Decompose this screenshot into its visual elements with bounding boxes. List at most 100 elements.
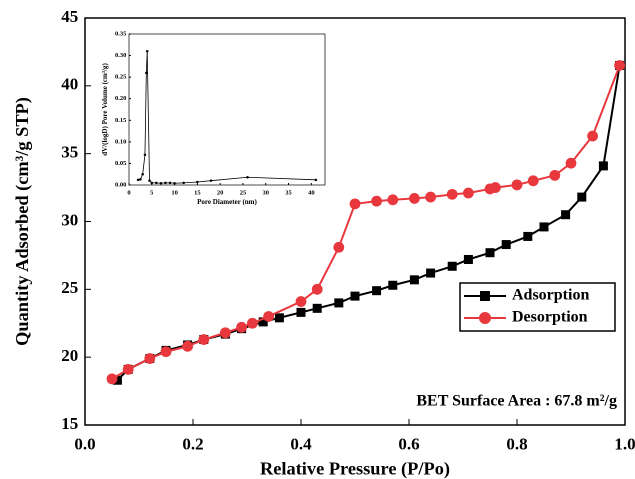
- legend-marker: [480, 291, 490, 301]
- marker: [296, 307, 306, 317]
- marker: [182, 340, 194, 352]
- y-tick-label: 15: [61, 414, 78, 433]
- marker: [446, 188, 458, 200]
- marker: [145, 50, 149, 53]
- x-tick-label: 0.0: [74, 434, 95, 453]
- x-tick-label: 40: [308, 189, 315, 196]
- x-tick-label: 0.8: [506, 434, 527, 453]
- marker: [236, 321, 248, 333]
- marker: [247, 317, 258, 329]
- marker: [372, 286, 382, 296]
- marker: [511, 179, 523, 191]
- marker: [565, 157, 577, 169]
- y-tick-label: 20: [61, 346, 78, 365]
- x-tick-label: 35: [285, 189, 292, 196]
- marker: [198, 334, 210, 345]
- marker: [527, 175, 539, 187]
- marker: [143, 153, 147, 157]
- marker: [388, 280, 398, 290]
- marker: [539, 222, 549, 232]
- y-tick-label: 30: [61, 210, 78, 229]
- marker: [334, 298, 344, 308]
- y-tick-label: 25: [61, 278, 78, 297]
- y-tick-label: 0.35: [115, 30, 127, 37]
- marker: [122, 363, 134, 375]
- marker: [314, 178, 318, 182]
- marker: [350, 291, 360, 301]
- y-tick-label: 0.20: [115, 95, 126, 102]
- marker: [463, 254, 473, 264]
- marker: [145, 71, 148, 75]
- marker: [164, 181, 167, 185]
- x-tick-label: 20: [217, 189, 224, 196]
- y-tick-label: 45: [61, 7, 78, 26]
- x-tick-label: 15: [194, 189, 201, 196]
- marker: [136, 178, 140, 182]
- y-tick-label: 0.10: [115, 138, 126, 145]
- marker: [312, 303, 322, 313]
- annotation: BET Surface Area : 67.8 m²/g: [416, 393, 617, 410]
- marker: [490, 182, 501, 193]
- series-line: [138, 51, 316, 184]
- x-tick-label: 1.0: [614, 434, 635, 453]
- y-axis-label: dV/(logD) Pore Volume (cm³/g): [101, 63, 109, 156]
- marker: [349, 198, 361, 210]
- marker: [501, 240, 511, 250]
- marker: [112, 375, 122, 385]
- y-tick-label: 0.30: [115, 52, 126, 59]
- marker: [160, 346, 172, 358]
- marker: [561, 210, 571, 220]
- marker: [387, 194, 399, 206]
- marker: [447, 261, 457, 271]
- x-tick-label: 10: [171, 189, 178, 196]
- y-tick-label: 0.15: [115, 117, 127, 124]
- marker: [144, 353, 156, 364]
- legend-marker: [479, 312, 491, 324]
- marker: [258, 317, 268, 327]
- x-tick-label: 5: [150, 189, 154, 196]
- y-tick-label: 0.00: [115, 181, 126, 188]
- x-tick-label: 0.6: [398, 434, 419, 453]
- legend-label: Adsorption: [512, 287, 589, 304]
- marker: [150, 181, 154, 185]
- marker: [577, 192, 587, 202]
- marker: [141, 172, 144, 176]
- x-tick-label: 0: [127, 189, 130, 196]
- marker: [220, 327, 231, 339]
- marker: [263, 311, 274, 322]
- marker: [409, 275, 419, 285]
- marker: [196, 180, 199, 184]
- marker: [614, 60, 625, 71]
- marker: [409, 193, 420, 204]
- marker: [485, 248, 495, 258]
- x-axis-label: Relative Pressure (P/Po): [260, 458, 450, 479]
- marker: [333, 241, 345, 253]
- marker: [463, 187, 474, 199]
- marker: [549, 169, 561, 181]
- marker: [425, 191, 436, 203]
- marker: [106, 373, 118, 385]
- x-tick-label: 0.4: [290, 434, 312, 453]
- y-tick-label: 0.25: [115, 74, 127, 81]
- marker: [587, 130, 598, 142]
- y-tick-label: 35: [61, 143, 78, 162]
- y-tick-label: 40: [61, 75, 78, 94]
- marker: [148, 179, 151, 182]
- marker: [168, 181, 172, 185]
- marker: [426, 268, 436, 278]
- marker: [523, 231, 533, 241]
- marker: [173, 182, 176, 185]
- marker: [209, 179, 213, 182]
- x-axis-label: Pore Diameter (nm): [197, 198, 257, 206]
- marker: [182, 181, 185, 185]
- legend-label: Desorption: [512, 309, 588, 326]
- plot-frame: [128, 33, 326, 186]
- marker: [598, 161, 608, 171]
- x-tick-label: 0.2: [182, 434, 203, 453]
- y-tick-label: 0.05: [115, 160, 127, 167]
- marker: [371, 195, 382, 207]
- series-line: [111, 65, 621, 380]
- marker: [311, 283, 323, 295]
- y-axis-label: Quantity Adsorbed (cm³/g STP): [12, 97, 33, 346]
- marker: [246, 175, 249, 179]
